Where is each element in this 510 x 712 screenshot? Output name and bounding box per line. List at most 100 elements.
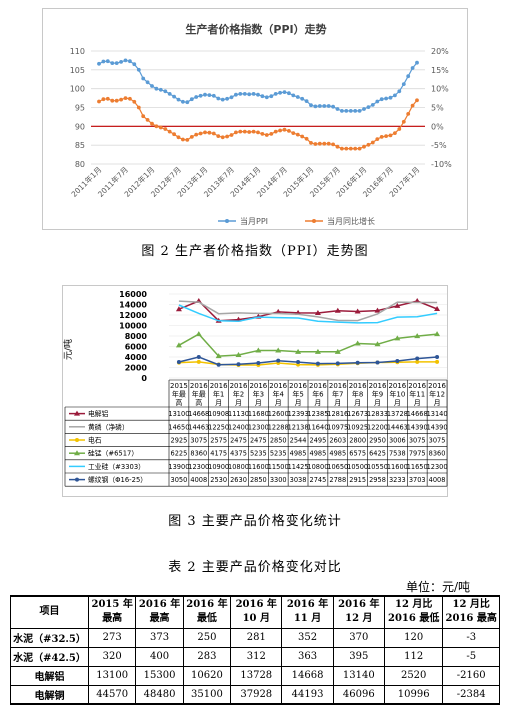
table-value: 3233 <box>389 476 406 484</box>
table-cell: 35100 <box>182 684 232 705</box>
data-point <box>295 348 302 354</box>
data-point <box>326 141 331 146</box>
data-point <box>242 129 247 134</box>
table-value: 12816 <box>327 410 348 418</box>
data-point <box>101 97 106 102</box>
data-point <box>335 144 340 149</box>
data-point <box>282 90 287 94</box>
category-label: 2015 <box>170 382 188 390</box>
table-cell: 10996 <box>383 684 444 705</box>
data-point <box>410 66 415 70</box>
data-point <box>264 133 269 137</box>
data-point <box>176 359 181 364</box>
table-value: 3006 <box>389 437 406 445</box>
header-cell: 2016 年最低 <box>182 595 232 629</box>
category-label: 月 <box>215 399 222 407</box>
data-point <box>370 103 375 107</box>
table-value: 3703 <box>409 476 426 484</box>
table-value: 11640 <box>307 423 328 431</box>
table-cell: 395 <box>332 646 385 667</box>
series-line <box>178 356 438 366</box>
data-point <box>434 331 441 337</box>
data-point <box>276 358 281 363</box>
category-label: 年8 <box>352 390 363 399</box>
data-point <box>322 141 327 146</box>
data-point <box>315 361 320 366</box>
table-value: 10900 <box>208 463 229 471</box>
y-tick-label: 8000 <box>125 332 148 341</box>
data-point <box>154 86 159 91</box>
legend-marker <box>225 219 229 223</box>
table-cell: 112 <box>383 646 444 667</box>
data-point <box>260 132 265 136</box>
table-cell: 400 <box>135 646 184 667</box>
legend-marker <box>74 450 80 456</box>
data-point <box>335 107 340 111</box>
data-point <box>309 141 313 145</box>
data-point <box>119 60 123 64</box>
data-point <box>167 92 172 96</box>
table-value: 4985 <box>329 450 346 458</box>
table-value: 6575 <box>349 450 366 458</box>
category-label: 2016 <box>428 382 446 390</box>
table-value: 4375 <box>230 450 247 458</box>
table-value: 14650 <box>168 423 189 431</box>
category-label: 2016 <box>388 382 406 390</box>
table-cell: 44193 <box>281 684 334 705</box>
data-point <box>273 92 278 96</box>
data-point <box>394 302 401 308</box>
data-point <box>189 135 194 139</box>
table-value: 2544 <box>290 437 307 445</box>
data-point <box>255 347 262 353</box>
data-point <box>269 132 274 136</box>
table-cell: -3 <box>442 627 500 648</box>
category-label: 年10 <box>389 390 405 399</box>
data-point <box>247 130 252 134</box>
table-value: 10550 <box>367 463 388 471</box>
table-value: 10800 <box>228 463 249 471</box>
data-point <box>379 135 384 139</box>
category-label: 2016 <box>369 382 387 390</box>
data-point <box>334 348 341 354</box>
data-point <box>203 130 207 135</box>
table-value: 11650 <box>407 463 428 471</box>
table-value: 13900 <box>168 463 189 471</box>
data-point <box>114 98 119 103</box>
header-cell: 12 月比 2016 最高 <box>442 595 500 629</box>
table-value: 14390 <box>407 423 428 431</box>
table-value: 13140 <box>427 410 448 418</box>
data-point <box>264 95 269 100</box>
table-value: 4985 <box>290 450 307 458</box>
y-right-tick-label: -10% <box>431 160 452 169</box>
data-point <box>300 134 305 139</box>
data-point <box>335 361 340 366</box>
data-point <box>415 359 420 364</box>
data-point <box>384 96 388 101</box>
data-point <box>236 362 241 367</box>
data-point <box>282 127 287 132</box>
table-row: 水泥（#42.5） 320 400 283 312 363 395 112 -5 <box>10 646 500 667</box>
data-point <box>97 61 101 66</box>
ppi-chart-svg: 生产者价格指数（PPI）走势 110 105 100 95 90 85 80 20% 15% 10%… <box>69 22 452 226</box>
data-point <box>340 109 344 113</box>
table-value: 14390 <box>427 423 448 431</box>
y-tick-label: 2000 <box>125 364 148 373</box>
legend-label: 工业硅（#3303） <box>88 462 145 471</box>
data-point <box>172 132 177 137</box>
data-point <box>176 97 181 102</box>
data-point <box>273 129 278 134</box>
y-axis-label: 元/吨 <box>63 339 74 360</box>
data-point <box>344 146 349 151</box>
table-cell: 370 <box>332 627 385 648</box>
y-tick-label: 4000 <box>125 353 148 362</box>
unit-label: 单位：元/吨 <box>405 580 470 594</box>
data-point <box>326 104 331 108</box>
data-point <box>189 97 194 102</box>
series-line <box>178 333 438 357</box>
y-right-tick-label: 0% <box>431 122 444 131</box>
table-value: 2475 <box>230 437 247 445</box>
ppi-chart: 生产者价格指数（PPI）走势 110 105 100 95 90 85 80 20% 15% 10%… <box>42 8 468 230</box>
y-right-tick-label: -5% <box>431 141 447 150</box>
table-cell: 283 <box>182 646 232 667</box>
table-value: 13100 <box>168 410 189 418</box>
